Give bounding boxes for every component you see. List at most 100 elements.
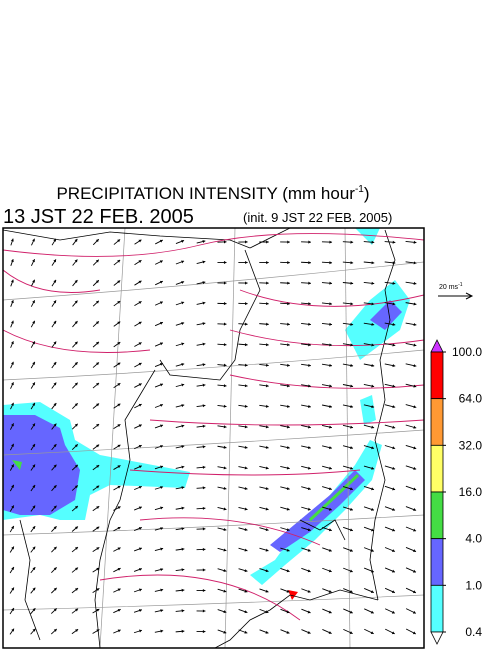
- wind-arrow-head: [245, 240, 248, 243]
- wind-arrow-head: [287, 261, 290, 264]
- wind-arrow-head: [266, 364, 269, 367]
- wind-arrow-head: [203, 527, 206, 530]
- wind-arrow-head: [224, 261, 227, 264]
- wind-arrow-head: [266, 528, 269, 531]
- wind-arrow-head: [392, 405, 395, 408]
- colorbar: 100.064.032.016.04.01.00.4: [431, 340, 482, 644]
- wind-arrow-head: [203, 568, 206, 571]
- wind-arrow-head: [266, 508, 269, 511]
- wind-arrow-head: [329, 446, 332, 449]
- wind-arrow-head: [266, 323, 269, 326]
- wind-arrow-head: [308, 261, 311, 264]
- wind-arrow-head: [329, 467, 332, 470]
- wind-arrow-head: [245, 528, 248, 531]
- colorbar-tick-label: 1.0: [465, 578, 482, 592]
- wind-arrow-head: [224, 507, 227, 510]
- wind-arrow-head: [329, 261, 332, 264]
- wind-arrow-head: [224, 302, 227, 305]
- wind-arrow-head: [181, 425, 184, 428]
- wind-arrow-head: [329, 302, 332, 305]
- wind-arrow-head: [287, 487, 290, 490]
- wind-arrow-head: [371, 282, 374, 285]
- vector-key: 20 ms-1: [438, 282, 472, 299]
- wind-arrow-head: [245, 384, 248, 387]
- colorbar-tick-label: 16.0: [459, 485, 483, 499]
- wind-arrow-head: [266, 282, 269, 285]
- wind-arrow-head: [160, 548, 163, 551]
- wind-arrow-head: [371, 426, 374, 429]
- wind-arrow-head: [308, 467, 311, 470]
- wind-arrow-head: [308, 323, 311, 326]
- wind-arrow-head: [413, 364, 416, 367]
- wind-arrow-head: [329, 241, 332, 244]
- wind-arrow-head: [350, 426, 353, 429]
- wind-arrow-head: [160, 589, 163, 592]
- wind-arrow-head: [203, 630, 206, 633]
- precip-light: [355, 228, 380, 245]
- colorbar-tick-label: 0.4: [465, 625, 482, 639]
- wind-arrow-head: [350, 446, 353, 449]
- wind-arrow-head: [182, 609, 185, 612]
- wind-arrow-head: [329, 426, 332, 429]
- wind-arrow-head: [245, 261, 248, 264]
- wind-arrow-head: [308, 446, 311, 449]
- key-label-exponent: -1: [458, 282, 463, 288]
- colorbar-band: [431, 352, 443, 399]
- wind-arrow-head: [308, 302, 311, 305]
- wind-arrow-head: [203, 507, 206, 510]
- wind-arrow-head: [202, 261, 205, 264]
- wind-arrow-head: [182, 630, 185, 633]
- wind-arrow-head: [224, 323, 227, 326]
- wind-arrow-head: [181, 404, 184, 407]
- wind-arrow-head: [203, 589, 206, 592]
- init-time: (init. 9 JST 22 FEB. 2005): [243, 210, 392, 225]
- wind-arrow-head: [245, 323, 248, 326]
- wind-arrow-head: [224, 528, 227, 531]
- wind-arrow-head: [203, 466, 206, 469]
- wind-arrow-head: [245, 487, 248, 490]
- wind-arrow-head: [308, 241, 311, 244]
- wind-arrow-head: [266, 343, 269, 346]
- wind-arrow-head: [181, 384, 184, 387]
- wind-arrow-head: [308, 282, 311, 285]
- wind-arrow-head: [413, 405, 416, 408]
- wind-arrow-head: [350, 282, 353, 285]
- wind-arrow-head: [392, 426, 395, 429]
- wind-arrow-head: [329, 282, 332, 285]
- title: PRECIPITATION INTENSITY (mm hour-1): [56, 184, 369, 203]
- wind-arrow-head: [350, 302, 353, 305]
- wind-arrow-head: [266, 487, 269, 490]
- wind-arrow-head: [203, 445, 206, 448]
- colorbar-tick-label: 100.0: [452, 345, 482, 359]
- title-text: PRECIPITATION INTENSITY (mm hour: [56, 184, 355, 203]
- wind-arrow-head: [202, 240, 205, 243]
- wind-arrow-head: [266, 302, 269, 305]
- wind-arrow-head: [287, 467, 290, 470]
- wind-arrow-head: [160, 568, 163, 571]
- colorbar-under: [431, 632, 443, 644]
- wind-arrow-head: [245, 282, 248, 285]
- wind-arrow-head: [182, 589, 185, 592]
- wind-arrow-head: [414, 261, 417, 264]
- wind-arrow-head: [287, 508, 290, 511]
- wind-arrow-head: [245, 364, 248, 367]
- wind-arrow-head: [245, 302, 248, 305]
- wind-arrow-head: [329, 323, 332, 326]
- wind-arrow-head: [224, 405, 227, 408]
- wind-arrow-head: [308, 487, 311, 490]
- title-close: ): [364, 184, 370, 203]
- wind-arrow-head: [245, 507, 248, 510]
- wind-arrow-head: [224, 240, 227, 243]
- wind-arrow-head: [266, 261, 269, 264]
- wind-arrow-head: [203, 548, 206, 551]
- wind-arrow-head: [203, 486, 206, 489]
- wind-arrow-head: [350, 261, 353, 264]
- key-label: 20 ms-1: [439, 282, 463, 291]
- wind-arrow-head: [287, 343, 290, 346]
- wind-arrow-head: [224, 384, 227, 387]
- wind-arrow-head: [393, 241, 396, 244]
- wind-arrow-head: [287, 240, 290, 243]
- colorbar-tick-label: 4.0: [465, 532, 482, 546]
- wind-arrow-head: [245, 343, 248, 346]
